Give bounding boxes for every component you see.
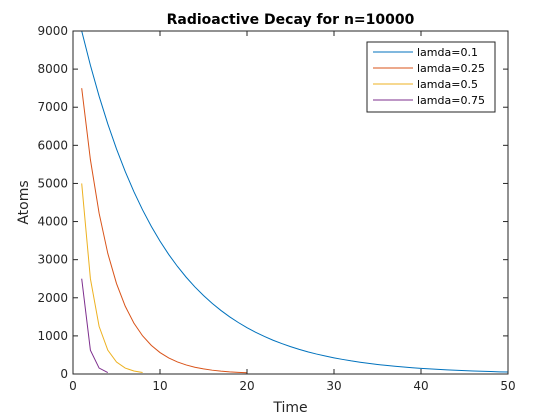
x-tick-label-0: 0 bbox=[69, 379, 77, 393]
chart-title: Radioactive Decay for n=10000 bbox=[167, 12, 415, 28]
series-layer bbox=[81, 30, 509, 374]
y-tick-label-1: 1000 bbox=[37, 329, 68, 343]
x-tick-label-3: 30 bbox=[326, 379, 341, 393]
legend-label-2: lamda=0.5 bbox=[417, 78, 478, 91]
plot-frame bbox=[72, 30, 509, 375]
legend-label-0: lamda=0.1 bbox=[417, 46, 478, 59]
y-tick-label-6: 6000 bbox=[37, 138, 68, 152]
x-tick-label-2: 20 bbox=[239, 379, 254, 393]
legend-label-1: lamda=0.25 bbox=[417, 62, 485, 75]
series-line-3 bbox=[81, 278, 109, 373]
y-tick-label-7: 7000 bbox=[37, 100, 68, 114]
y-tick-label-8: 8000 bbox=[37, 62, 68, 76]
x-tick-label-1: 10 bbox=[152, 379, 167, 393]
legend-label-3: lamda=0.75 bbox=[417, 94, 485, 107]
series-line-0 bbox=[81, 30, 509, 373]
x-axis-label: Time bbox=[272, 400, 307, 416]
x-tick-label-4: 40 bbox=[413, 379, 428, 393]
y-tick-label-9: 9000 bbox=[37, 24, 68, 38]
y-axis-label: Atoms bbox=[16, 180, 32, 224]
legend: lamda=0.1 lamda=0.25 lamda=0.5 lamda=0.75 bbox=[366, 41, 496, 113]
ticks-layer: 0 10 20 30 40 50 0 1000 2000 3000 4000 5000 6000 7000… bbox=[37, 24, 515, 393]
y-tick-label-3: 3000 bbox=[37, 253, 68, 267]
series-line-1 bbox=[81, 88, 248, 374]
x-tick-label-5: 50 bbox=[500, 379, 515, 393]
series-line-2 bbox=[81, 183, 143, 374]
y-tick-label-4: 4000 bbox=[37, 215, 68, 229]
y-tick-label-0: 0 bbox=[60, 367, 68, 381]
y-tick-label-2: 2000 bbox=[37, 291, 68, 305]
y-tick-label-5: 5000 bbox=[37, 176, 68, 190]
